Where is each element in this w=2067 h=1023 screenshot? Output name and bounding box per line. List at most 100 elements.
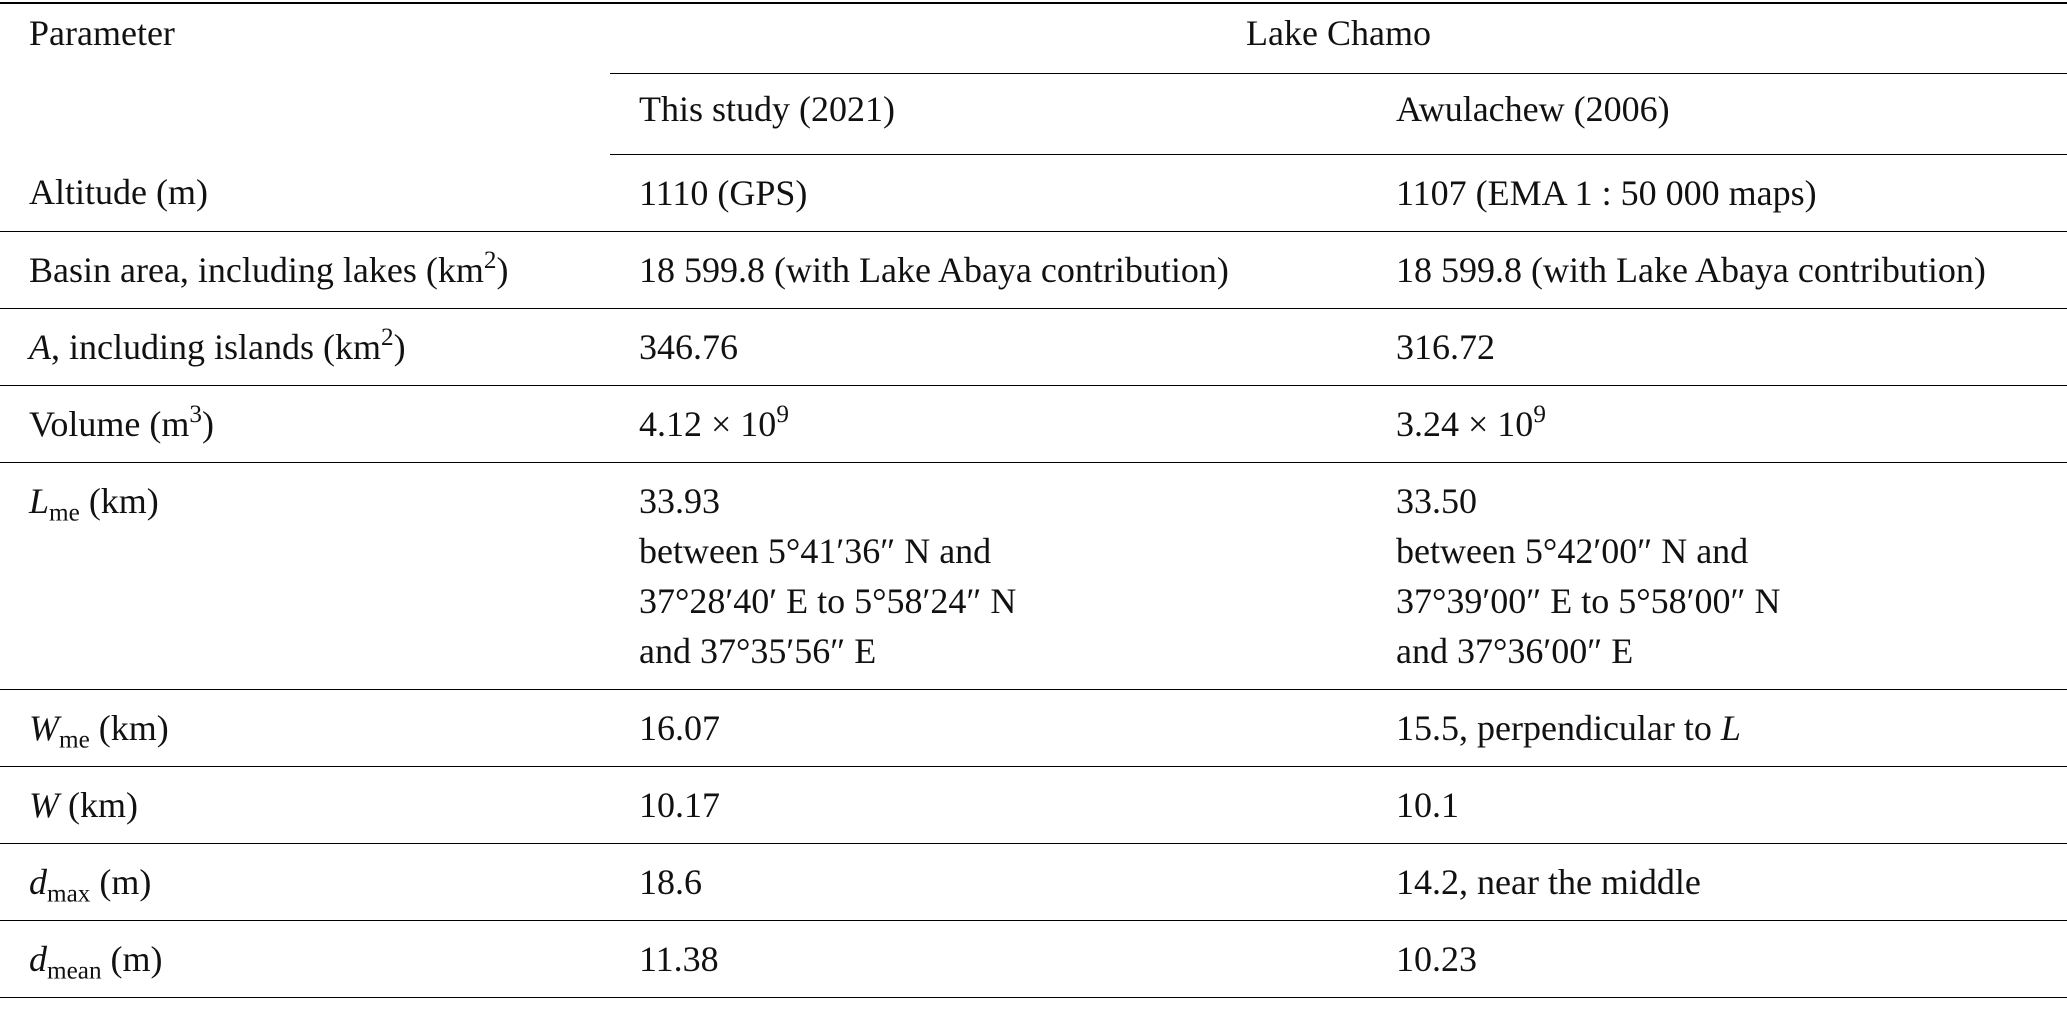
header-cell: This study (2021) xyxy=(610,73,1367,155)
text-segment: max xyxy=(47,880,91,908)
table-cell: A, including islands (km2) xyxy=(0,308,610,386)
table-cell: 10.17 xyxy=(610,766,1367,844)
cell-line: and 37°36′00″ E xyxy=(1396,626,2067,676)
text-segment: 16.07 xyxy=(639,707,720,748)
cell-line: 18.6 xyxy=(639,857,1367,907)
cell-line: 10.1 xyxy=(1396,780,2067,830)
table-cell: 10.1 xyxy=(1367,766,2067,844)
text-segment: d xyxy=(29,938,47,979)
text-segment: 11.38 xyxy=(639,938,719,979)
table-cell: Altitude (m) xyxy=(0,154,610,232)
text-segment: (m) xyxy=(90,861,152,902)
table-cell: 18 599.8 (with Lake Abaya contribution) xyxy=(610,231,1367,309)
table-cell: 346.76 xyxy=(610,308,1367,386)
cell-line: 15.5, perpendicular to L xyxy=(1396,703,2067,753)
header-cell: Awulachew (2006) xyxy=(1367,73,2067,155)
text-segment: (km) xyxy=(89,707,169,748)
text-segment: 33.50 xyxy=(1396,480,1477,521)
table-row: Lme (km) 33.93 between 5°41′36″ N and 37°28… xyxy=(0,462,2067,690)
table-cell: Lme (km) xyxy=(0,462,610,690)
cell-line: Altitude (m) xyxy=(29,167,610,217)
table-row: A, including islands (km2) 346.76 316.72 xyxy=(0,308,2067,386)
text-segment: and 37°35′56″ E xyxy=(639,630,877,671)
cell-line: 11.38 xyxy=(639,934,1367,984)
table-row: Volume (m3) 4.12 × 109 3.24 × 109 xyxy=(0,385,2067,463)
text-segment: L xyxy=(1720,707,1741,748)
table-row: Altitude (m) 1110 (GPS) 1107 (EMA 1 : 50 0… xyxy=(0,154,2067,232)
cell-line: 3.24 × 109 xyxy=(1396,399,2067,449)
text-segment: 18 599.8 (with Lake Abaya contribution) xyxy=(1396,249,1986,290)
text-segment: 2 xyxy=(380,323,394,351)
text-segment: (km) xyxy=(59,784,138,825)
cell-line: dmax (m) xyxy=(29,857,610,907)
text-segment: 4.12 × 10 xyxy=(639,403,777,444)
text-segment: ) xyxy=(496,249,509,290)
table-cell: dmax (m) xyxy=(0,843,610,921)
table-cell: 33.50 between 5°42′00″ N and 37°39′00″ E t… xyxy=(1367,462,2067,690)
text-segment: ) xyxy=(201,403,214,444)
text-segment: 14.2, near the middle xyxy=(1396,861,1701,902)
table-cell: Basin area, including lakes (km2) xyxy=(0,231,610,309)
text-segment: 37°39′00″ E to 5°58′00″ N xyxy=(1396,580,1781,621)
cell-line: 10.23 xyxy=(1396,934,2067,984)
cell-line: dmean (m) xyxy=(29,934,610,984)
cell-line: Lme (km) xyxy=(29,476,610,526)
table-cell: 18.6 xyxy=(610,843,1367,921)
text-segment: W xyxy=(29,707,59,748)
text-segment: mean xyxy=(47,957,102,985)
cell-line: W (km) xyxy=(29,780,610,830)
table-row: Wme (km) 16.07 15.5, perpendicular to L xyxy=(0,689,2067,767)
header-row: This study (2021) Awulachew (2006) xyxy=(0,73,2067,155)
cell-line: and 37°35′56″ E xyxy=(639,626,1367,676)
cell-line: 33.93 xyxy=(639,476,1367,526)
text-segment: 3 xyxy=(189,400,202,428)
data-table: Parameter Lake Chamo This study (2021) A… xyxy=(0,2,2067,998)
table-cell: 10.23 xyxy=(1367,920,2067,998)
text-segment: Volume (m xyxy=(29,403,190,444)
cell-line: Wme (km) xyxy=(29,703,610,753)
text-segment: 15.5, perpendicular to xyxy=(1396,707,1721,748)
table-row: W (km) 10.17 10.1 xyxy=(0,766,2067,844)
table-cell: 316.72 xyxy=(1367,308,2067,386)
cell-line: 37°28′40′ E to 5°58′24″ N xyxy=(639,576,1367,626)
text-segment: Basin area, including lakes (km xyxy=(29,249,484,290)
table-row: dmax (m) 18.6 14.2, near the middle xyxy=(0,843,2067,921)
text-segment: 18.6 xyxy=(639,861,702,902)
text-segment: 37°28′40′ E to 5°58′24″ N xyxy=(639,580,1017,621)
table-cell: 15.5, perpendicular to L xyxy=(1367,689,2067,767)
table-cell: 1110 (GPS) xyxy=(610,154,1367,232)
table-cell: 3.24 × 109 xyxy=(1367,385,2067,463)
text-segment: and 37°36′00″ E xyxy=(1396,630,1634,671)
text-segment: 346.76 xyxy=(639,326,738,367)
cell-line: between 5°41′36″ N and xyxy=(639,526,1367,576)
cell-line: 37°39′00″ E to 5°58′00″ N xyxy=(1396,576,2067,626)
text-segment: 2 xyxy=(483,246,497,274)
cell-line: 1110 (GPS) xyxy=(639,168,1367,218)
text-segment: , including islands (km xyxy=(51,326,381,367)
text-segment: 33.93 xyxy=(639,480,720,521)
cell-line: 16.07 xyxy=(639,703,1367,753)
text-segment: 9 xyxy=(776,400,789,428)
table-cell: 33.93 between 5°41′36″ N and 37°28′40′ E t… xyxy=(610,462,1367,690)
text-segment: (km) xyxy=(79,480,159,521)
table-cell: 1107 (EMA 1 : 50 000 maps) xyxy=(1367,154,2067,232)
text-segment: 10.23 xyxy=(1396,938,1477,979)
table-cell: dmean (m) xyxy=(0,920,610,998)
table-row: dmean (m) 11.38 10.23 xyxy=(0,920,2067,998)
text-segment: A xyxy=(29,326,51,367)
text-segment: 10.1 xyxy=(1396,784,1459,825)
table-cell: Wme (km) xyxy=(0,689,610,767)
text-segment: 10.17 xyxy=(639,784,720,825)
text-segment: 1107 (EMA 1 : 50 000 maps) xyxy=(1396,172,1817,213)
cell-line: 316.72 xyxy=(1396,322,2067,372)
text-segment: 9 xyxy=(1533,400,1546,428)
table-cell: 11.38 xyxy=(610,920,1367,998)
text-segment: L xyxy=(29,480,50,521)
cell-line: 18 599.8 (with Lake Abaya contribution) xyxy=(1396,245,2067,295)
text-segment: W xyxy=(29,784,59,825)
header-cell: Parameter xyxy=(0,2,610,154)
cell-line: 18 599.8 (with Lake Abaya contribution) xyxy=(639,245,1367,295)
cell-line: 346.76 xyxy=(639,322,1367,372)
text-segment: (m) xyxy=(101,938,163,979)
